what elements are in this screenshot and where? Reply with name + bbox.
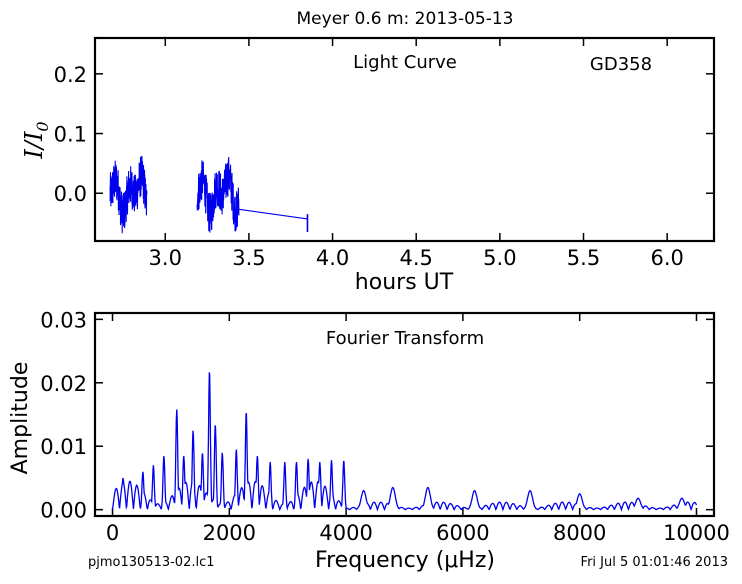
light-curve-segment-1 xyxy=(109,155,148,234)
fourier-amplitude-series xyxy=(111,372,698,512)
svg-text:I/I0: I/I0 xyxy=(20,121,52,159)
light-curve-ylabel-sub: 0 xyxy=(33,121,52,131)
fourier-xtick-label: 2000 xyxy=(203,521,256,545)
fourier-panel: 0 2000 4000 6000 8000 10000 0.00 0.01 0.02 0.03 F… xyxy=(8,308,730,573)
light-curve-xtick-label: 5.5 xyxy=(567,246,600,270)
fourier-xtick-label: 8000 xyxy=(553,521,606,545)
fourier-ytick-label: 0.01 xyxy=(40,435,87,459)
fourier-xtick-label: 0 xyxy=(106,521,119,545)
light-curve-segment-2 xyxy=(196,156,240,233)
fourier-frame xyxy=(93,311,716,518)
light-curve-xtick-label: 6.0 xyxy=(650,246,683,270)
light-curve-xtick-label: 3.0 xyxy=(149,246,182,270)
light-curve-ytick-label: 0.0 xyxy=(54,182,87,206)
light-curve-xtick-label: 4.5 xyxy=(400,246,433,270)
light-curve-connector xyxy=(238,208,308,220)
light-curve-frame xyxy=(93,36,716,243)
light-curve-xtick-label: 4.0 xyxy=(316,246,349,270)
footer-filename: pjmo130513-02.lc1 xyxy=(88,555,215,570)
fourier-xtick-label: 4000 xyxy=(319,521,372,545)
fourier-ytick-label: 0.00 xyxy=(40,499,87,523)
fourier-ticks: 0 2000 4000 6000 8000 10000 0.00 0.01 0.02 0.03 xyxy=(40,308,730,545)
light-curve-xtick-label: 3.5 xyxy=(232,246,265,270)
light-curve-ylabel: I/I0 xyxy=(20,121,52,159)
light-curve-xtick-label: 5.0 xyxy=(483,246,516,270)
light-curve-xlabel: hours UT xyxy=(355,270,454,295)
fourier-annotation: Fourier Transform xyxy=(326,328,484,349)
figure-title: Meyer 0.6 m: 2013-05-13 xyxy=(297,9,514,29)
fourier-ytick-label: 0.02 xyxy=(40,372,87,396)
light-curve-ylabel-main: I/I xyxy=(20,131,48,160)
light-curve-ytick-label: 0.1 xyxy=(54,123,87,147)
light-curve-panel: 3.0 3.5 4.0 4.5 5.0 5.5 6.0 0.0 0.1 0.2 Light Cur… xyxy=(20,36,716,295)
fourier-xtick-label: 10000 xyxy=(663,521,730,545)
fourier-xlabel: Frequency (μHz) xyxy=(315,548,495,573)
light-curve-annotation: Light Curve xyxy=(353,52,457,73)
target-name-label: GD358 xyxy=(590,54,652,75)
light-curve-ticks: 3.0 3.5 4.0 4.5 5.0 5.5 6.0 0.0 0.1 0.2 xyxy=(54,38,714,270)
fourier-xtick-label: 6000 xyxy=(436,521,489,545)
fourier-ytick-label: 0.03 xyxy=(40,308,87,332)
footer-timestamp: Fri Jul 5 01:01:46 2013 xyxy=(581,555,728,570)
light-curve-ytick-label: 0.2 xyxy=(54,63,87,87)
fourier-ylabel: Amplitude xyxy=(8,362,33,475)
